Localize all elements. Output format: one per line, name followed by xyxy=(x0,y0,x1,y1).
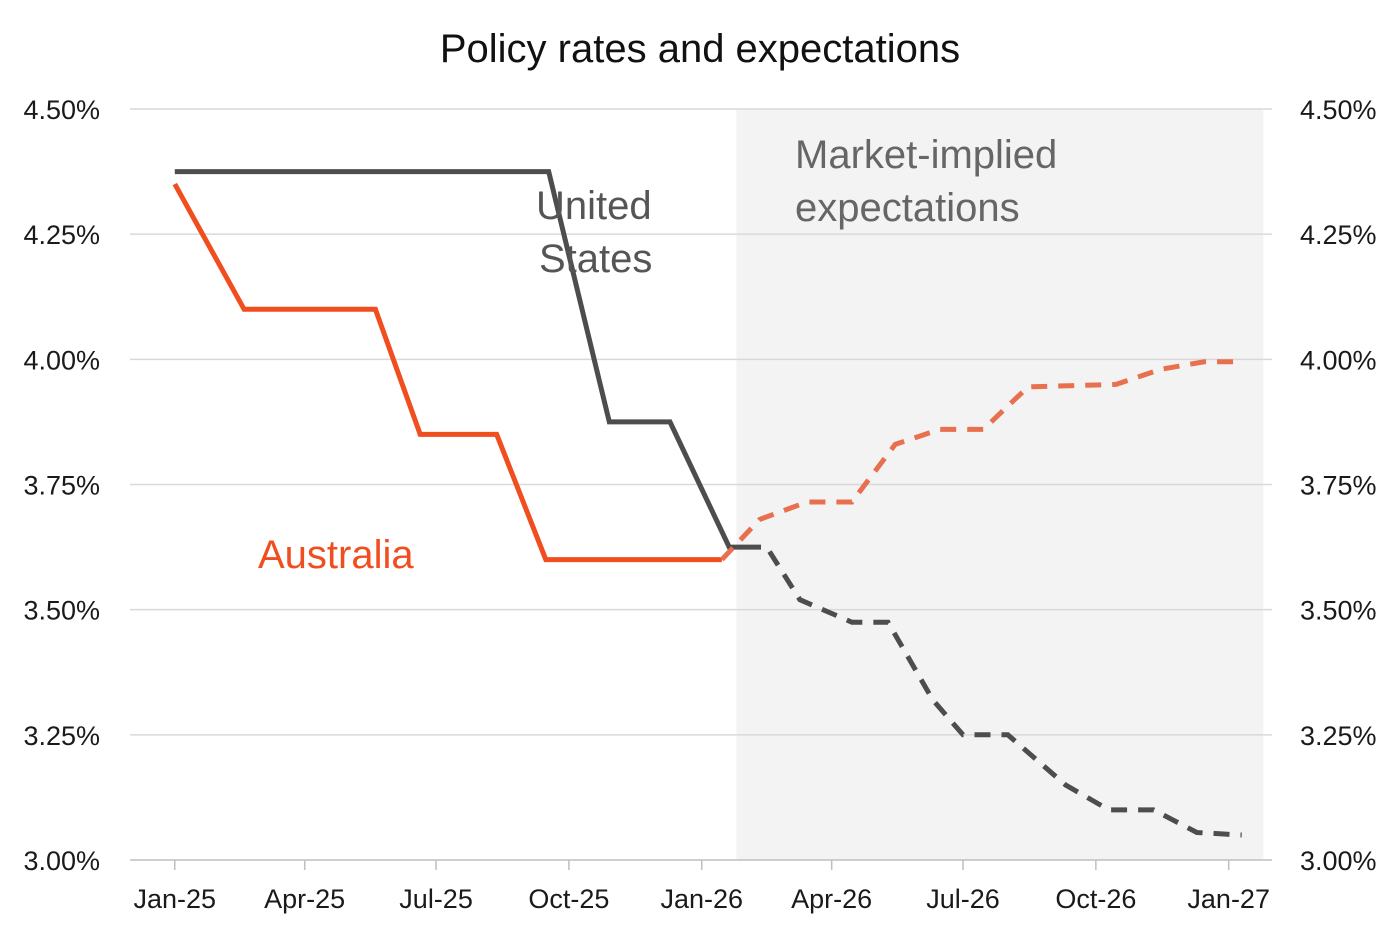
y-tick-label-left: 3.00% xyxy=(23,846,100,876)
y-tick-label-right: 3.75% xyxy=(1300,471,1377,501)
y-tick-label-right: 3.50% xyxy=(1300,596,1377,626)
y-axis-left: 3.00% 3.25% 3.50% 3.75% 4.00% 4.25% 4.50% xyxy=(23,95,100,876)
series-line-australia-expected xyxy=(720,359,1242,562)
y-tick-label-right: 3.25% xyxy=(1300,721,1377,751)
x-tick-label: Apr-25 xyxy=(264,884,345,914)
y-axis-right: 3.00% 3.25% 3.50% 3.75% 4.00% 4.25% 4.50% xyxy=(1300,95,1377,876)
y-tick-label-right: 4.00% xyxy=(1300,345,1377,375)
x-tick-label: Oct-26 xyxy=(1055,884,1136,914)
series-label-united-states: United States xyxy=(536,184,663,281)
x-tick-label: Jan-26 xyxy=(660,884,743,914)
y-tick-label-right: 4.50% xyxy=(1300,95,1377,125)
y-tick-label-left: 4.25% xyxy=(23,220,100,250)
y-tick-label-left: 4.00% xyxy=(23,345,100,375)
x-tick-label: Jan-25 xyxy=(133,884,216,914)
series-label-australia: Australia xyxy=(258,533,414,577)
chart-title: Policy rates and expectations xyxy=(440,27,960,71)
shaded-region-label-line-1: Market-implied xyxy=(795,133,1057,177)
x-tick-label: Jul-25 xyxy=(399,884,473,914)
x-tick-label: Oct-25 xyxy=(528,884,609,914)
x-tick-label: Apr-26 xyxy=(791,884,872,914)
series-line-australia-actual xyxy=(172,182,722,563)
series-line-united-states-expected xyxy=(745,544,1242,838)
y-tick-label-left: 4.50% xyxy=(23,95,100,125)
x-tick-label: Jul-26 xyxy=(926,884,1000,914)
y-tick-label-left: 3.50% xyxy=(23,596,100,626)
shaded-region-label: Market-implied expectations xyxy=(795,133,1068,230)
x-tick-label: Jan-27 xyxy=(1187,884,1270,914)
shaded-region-label-line-2: expectations xyxy=(795,186,1020,230)
y-tick-label-right: 4.25% xyxy=(1300,220,1377,250)
y-tick-label-left: 3.25% xyxy=(23,721,100,751)
series-label-united-states-line-2: States xyxy=(539,237,652,281)
x-axis: Jan-25 Apr-25 Jul-25 Oct-25 Jan-26 Apr-26 Jul-… xyxy=(133,860,1270,914)
y-tick-label-right: 3.00% xyxy=(1300,846,1377,876)
series-label-united-states-line-1: United xyxy=(536,184,652,228)
series-lines xyxy=(172,169,1242,838)
y-tick-label-left: 3.75% xyxy=(23,471,100,501)
